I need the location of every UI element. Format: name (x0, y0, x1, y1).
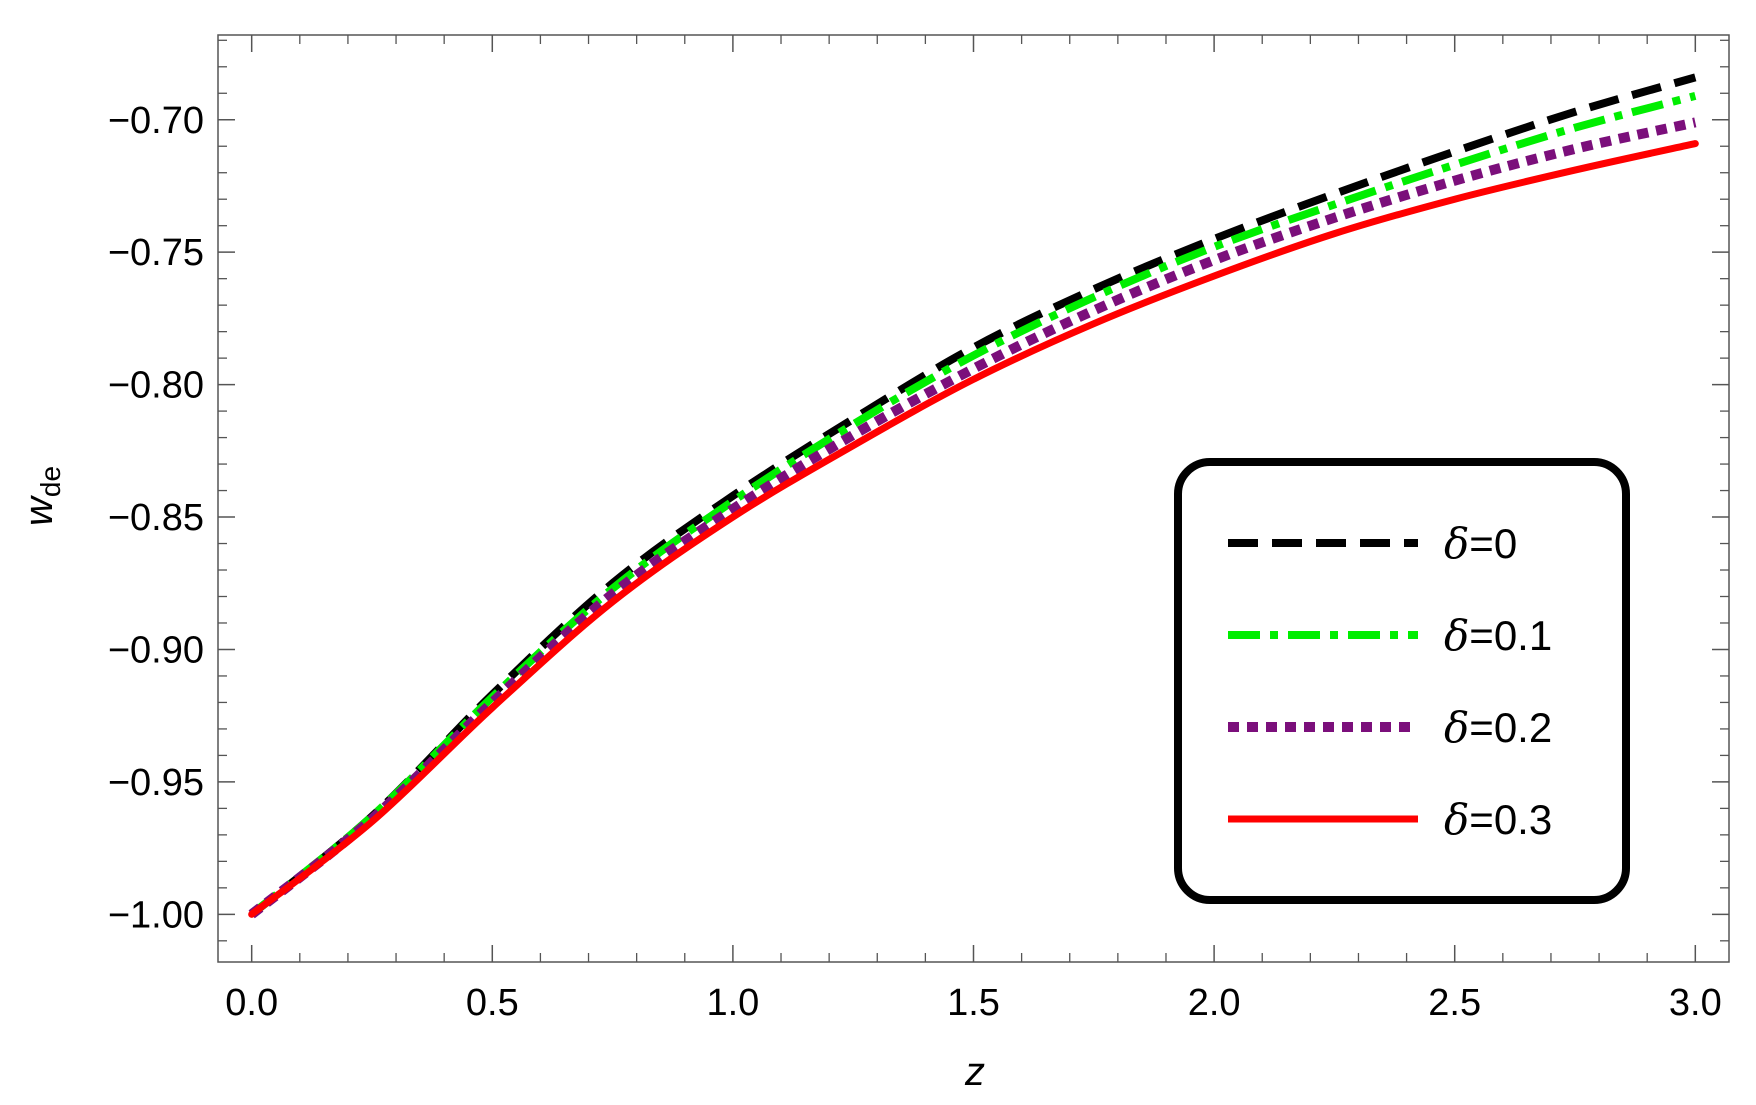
x-axis-label: z (964, 1050, 985, 1094)
x-tick-label: 1.5 (947, 982, 1000, 1024)
x-tick-label: 3.0 (1669, 982, 1722, 1024)
minor-ticks (218, 35, 1729, 962)
legend-label-symbol: δ (1444, 519, 1469, 568)
y-tick-label: −0.95 (108, 762, 204, 804)
legend-box (1174, 458, 1630, 904)
legend-label-symbol: δ (1444, 795, 1469, 844)
legend-label-value: =0.1 (1469, 612, 1552, 659)
legend-label-symbol: δ (1444, 611, 1469, 660)
x-axis-ticks: 0.0 0.5 1.0 1.5 2.0 2.5 3.0 (225, 35, 1722, 1024)
x-tick-label: 2.5 (1428, 982, 1481, 1024)
y-tick-label: −0.75 (108, 232, 204, 274)
legend-label-value: =0.2 (1469, 704, 1552, 751)
legend-label-3: δ=0.3 (1444, 795, 1552, 844)
legend-label-0: δ=0 (1444, 519, 1517, 568)
y-axis-label-main: w (17, 494, 61, 526)
legend-label-value: =0.3 (1469, 796, 1552, 843)
legend-label-symbol: δ (1444, 703, 1469, 752)
series-line-2 (248, 117, 1697, 919)
y-axis-label: wde (17, 466, 66, 526)
legend-label-value: =0 (1469, 520, 1517, 567)
legend: δ=0δ=0.1δ=0.2δ=0.3 (1174, 458, 1630, 904)
x-tick-label: 1.0 (706, 982, 759, 1024)
x-tick-label: 0.0 (225, 982, 278, 1024)
y-tick-label: −0.80 (108, 365, 204, 407)
y-tick-label: −0.85 (108, 497, 204, 539)
series-line-3 (248, 140, 1699, 918)
legend-label-1: δ=0.1 (1444, 611, 1552, 660)
y-tick-label: −0.70 (108, 100, 204, 142)
y-tick-label: −0.90 (108, 629, 204, 671)
y-axis-label-sub: de (35, 466, 66, 497)
legend-label-2: δ=0.2 (1444, 703, 1552, 752)
x-tick-label: 0.5 (466, 982, 519, 1024)
y-axis-ticks: −1.00 −0.95 −0.90 −0.85 −0.80 −0.75 −0.70 (108, 100, 1729, 936)
x-tick-label: 2.0 (1188, 982, 1241, 1024)
y-tick-label: −1.00 (108, 894, 204, 936)
series-layer (248, 73, 1699, 919)
